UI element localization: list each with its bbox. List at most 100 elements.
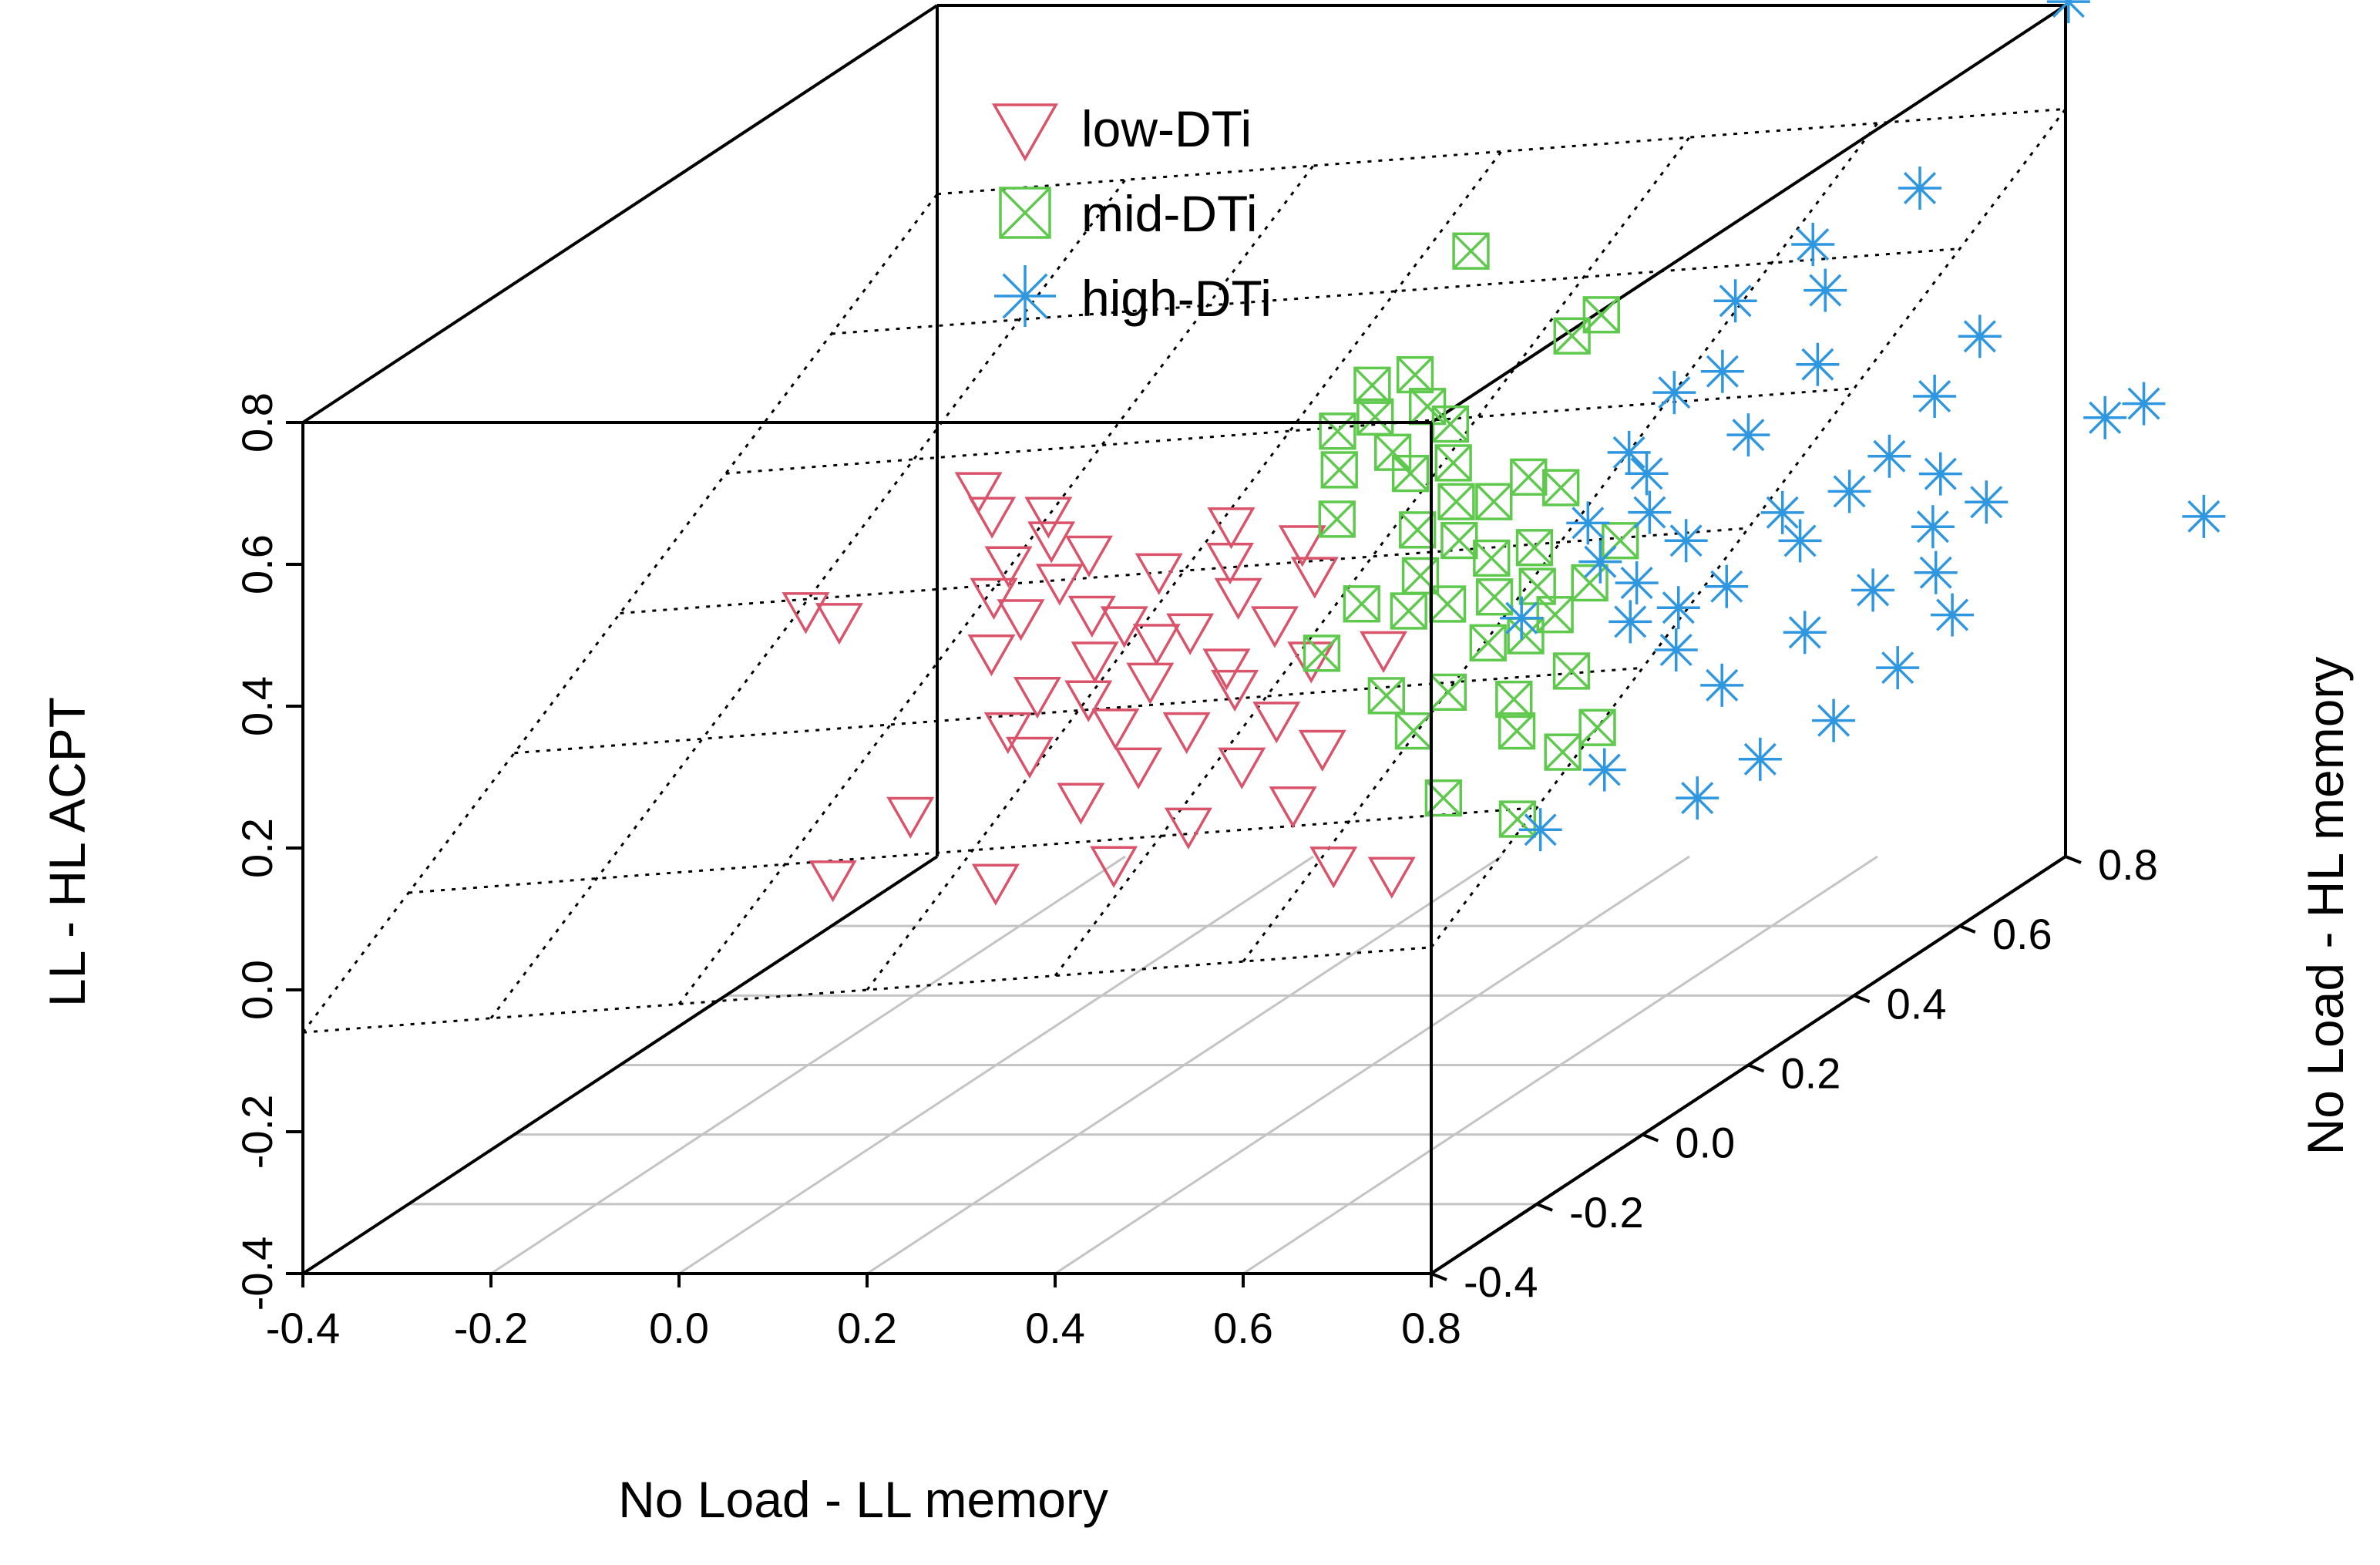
data-point-low-DTi — [1252, 702, 1301, 744]
data-point-low-DTi — [984, 546, 1033, 588]
data-point-mid-DTi — [1343, 585, 1380, 623]
data-point-mid-DTi — [1469, 624, 1507, 661]
data-point-high-DTi — [1827, 470, 1871, 513]
y-tick-mark — [1959, 924, 1976, 934]
z-tick-label: -0.4 — [233, 1237, 281, 1311]
data-point-low-DTi — [983, 712, 1032, 755]
data-point-low-DTi — [1064, 535, 1113, 578]
data-point-high-DTi — [1518, 808, 1562, 852]
data-point-low-DTi — [1067, 595, 1116, 638]
data-point-high-DTi — [1700, 349, 1744, 393]
data-point-low-DTi — [1309, 846, 1358, 889]
y-tick-label: 0.2 — [1781, 1049, 1841, 1098]
data-point-low-DTi — [1211, 669, 1259, 712]
x-axis-title: No Load - LL memory — [618, 1471, 1108, 1528]
data-point-mid-DTi — [1452, 232, 1490, 270]
data-point-high-DTi — [1913, 375, 1957, 419]
data-point-high-DTi — [1876, 646, 1920, 690]
data-point-mid-DTi — [1475, 578, 1514, 616]
z-tick-label: -0.2 — [233, 1095, 281, 1170]
data-point-high-DTi — [1803, 268, 1847, 312]
data-point-mid-DTi — [1440, 521, 1478, 560]
data-point-low-DTi — [1202, 648, 1251, 691]
z-axis-title: LL - HL ACPT — [39, 697, 96, 1007]
data-point-low-DTi — [1006, 736, 1054, 779]
data-point-low-DTi — [1064, 680, 1113, 722]
plane-line-x — [1242, 122, 1879, 963]
data-point-mid-DTi — [1428, 585, 1467, 623]
z-tick-label: 0.0 — [233, 960, 281, 1020]
data-point-mid-DTi — [1542, 469, 1580, 507]
plane-line-x — [489, 179, 1127, 1019]
data-point-low-DTi — [1298, 729, 1346, 772]
data-point-low-DTi — [954, 472, 1003, 514]
data-point-low-DTi — [1359, 631, 1408, 673]
y-tick-label: 0.6 — [1992, 910, 2052, 958]
data-point-mid-DTi — [1434, 444, 1472, 482]
data-points — [782, 0, 2226, 906]
data-point-low-DTi — [970, 577, 1018, 621]
data-point-low-DTi — [1035, 564, 1084, 606]
y-tick-label: 0.4 — [1887, 979, 1947, 1028]
data-point-high-DTi — [1652, 371, 1696, 415]
x-tick-label: -0.4 — [266, 1304, 341, 1352]
data-point-mid-DTi — [1394, 712, 1433, 750]
data-point-high-DTi — [1791, 223, 1835, 267]
data-point-mid-DTi — [1429, 673, 1467, 712]
data-point-mid-DTi — [1399, 511, 1437, 549]
box-edge — [301, 855, 939, 1275]
data-point-mid-DTi — [1498, 712, 1536, 750]
data-point-low-DTi — [1114, 747, 1163, 789]
data-point-mid-DTi — [1390, 592, 1427, 630]
x-tick-label: 0.0 — [649, 1304, 709, 1352]
data-point-high-DTi — [1898, 167, 1941, 210]
x-tick-label: 0.8 — [1401, 1304, 1461, 1352]
data-point-high-DTi — [1778, 519, 1822, 563]
floor-grid — [408, 855, 1960, 1275]
data-point-low-DTi — [1013, 677, 1061, 719]
legend-high-dti-marker — [994, 265, 1056, 327]
data-point-high-DTi — [1931, 593, 1975, 637]
data-point-high-DTi — [1578, 540, 1622, 584]
data-point-high-DTi — [1607, 430, 1651, 474]
data-point-high-DTi — [1676, 776, 1719, 820]
data-point-high-DTi — [1700, 663, 1744, 707]
y-tick-mark — [2065, 855, 2082, 864]
axis-ticks: -0.4 -0.2 0.0 0.2 0.4 0.6 0.8-0.4-0.20.00.20.4… — [233, 392, 2158, 1352]
data-point-mid-DTi — [1473, 539, 1511, 577]
data-point-low-DTi — [1091, 708, 1140, 751]
data-point-high-DTi — [1625, 452, 1669, 496]
data-point-mid-DTi — [1356, 398, 1394, 436]
data-point-mid-DTi — [1391, 454, 1430, 493]
data-point-low-DTi — [1367, 857, 1416, 899]
data-point-low-DTi — [808, 860, 857, 903]
legend-low-dti-marker — [991, 103, 1059, 162]
z-tick-label: 0.4 — [233, 676, 281, 736]
data-point-low-DTi — [782, 592, 830, 634]
data-point-high-DTi — [1628, 490, 1672, 534]
legend-marker-mid-DTi — [999, 187, 1051, 239]
y-tick-label: 0.8 — [2098, 840, 2158, 889]
data-point-low-DTi — [1166, 613, 1215, 655]
data-point-high-DTi — [1705, 564, 1749, 608]
legend-low-dti-label: low-DTi — [1081, 100, 1252, 157]
data-point-low-DTi — [1250, 606, 1299, 648]
legend-mid-dti-label: mid-DTi — [1081, 185, 1258, 242]
y-tick-label: -0.2 — [1569, 1188, 1643, 1237]
data-point-low-DTi — [997, 599, 1045, 641]
data-point-low-DTi — [1278, 525, 1326, 567]
y-tick-label: 0.0 — [1675, 1119, 1735, 1167]
x-tick-label: 0.6 — [1213, 1304, 1273, 1352]
y-tick-mark — [1536, 1202, 1553, 1212]
x-tick-label: 0.4 — [1025, 1304, 1085, 1352]
data-point-mid-DTi — [1536, 596, 1574, 634]
data-point-low-DTi — [1214, 577, 1262, 621]
y-tick-mark — [1642, 1133, 1659, 1143]
data-point-high-DTi — [2182, 494, 2226, 538]
data-point-high-DTi — [1958, 315, 2002, 358]
regression-plane — [301, 107, 2067, 1034]
y-tick-mark — [1853, 994, 1871, 1004]
data-point-low-DTi — [1135, 553, 1183, 595]
data-point-low-DTi — [886, 796, 935, 839]
